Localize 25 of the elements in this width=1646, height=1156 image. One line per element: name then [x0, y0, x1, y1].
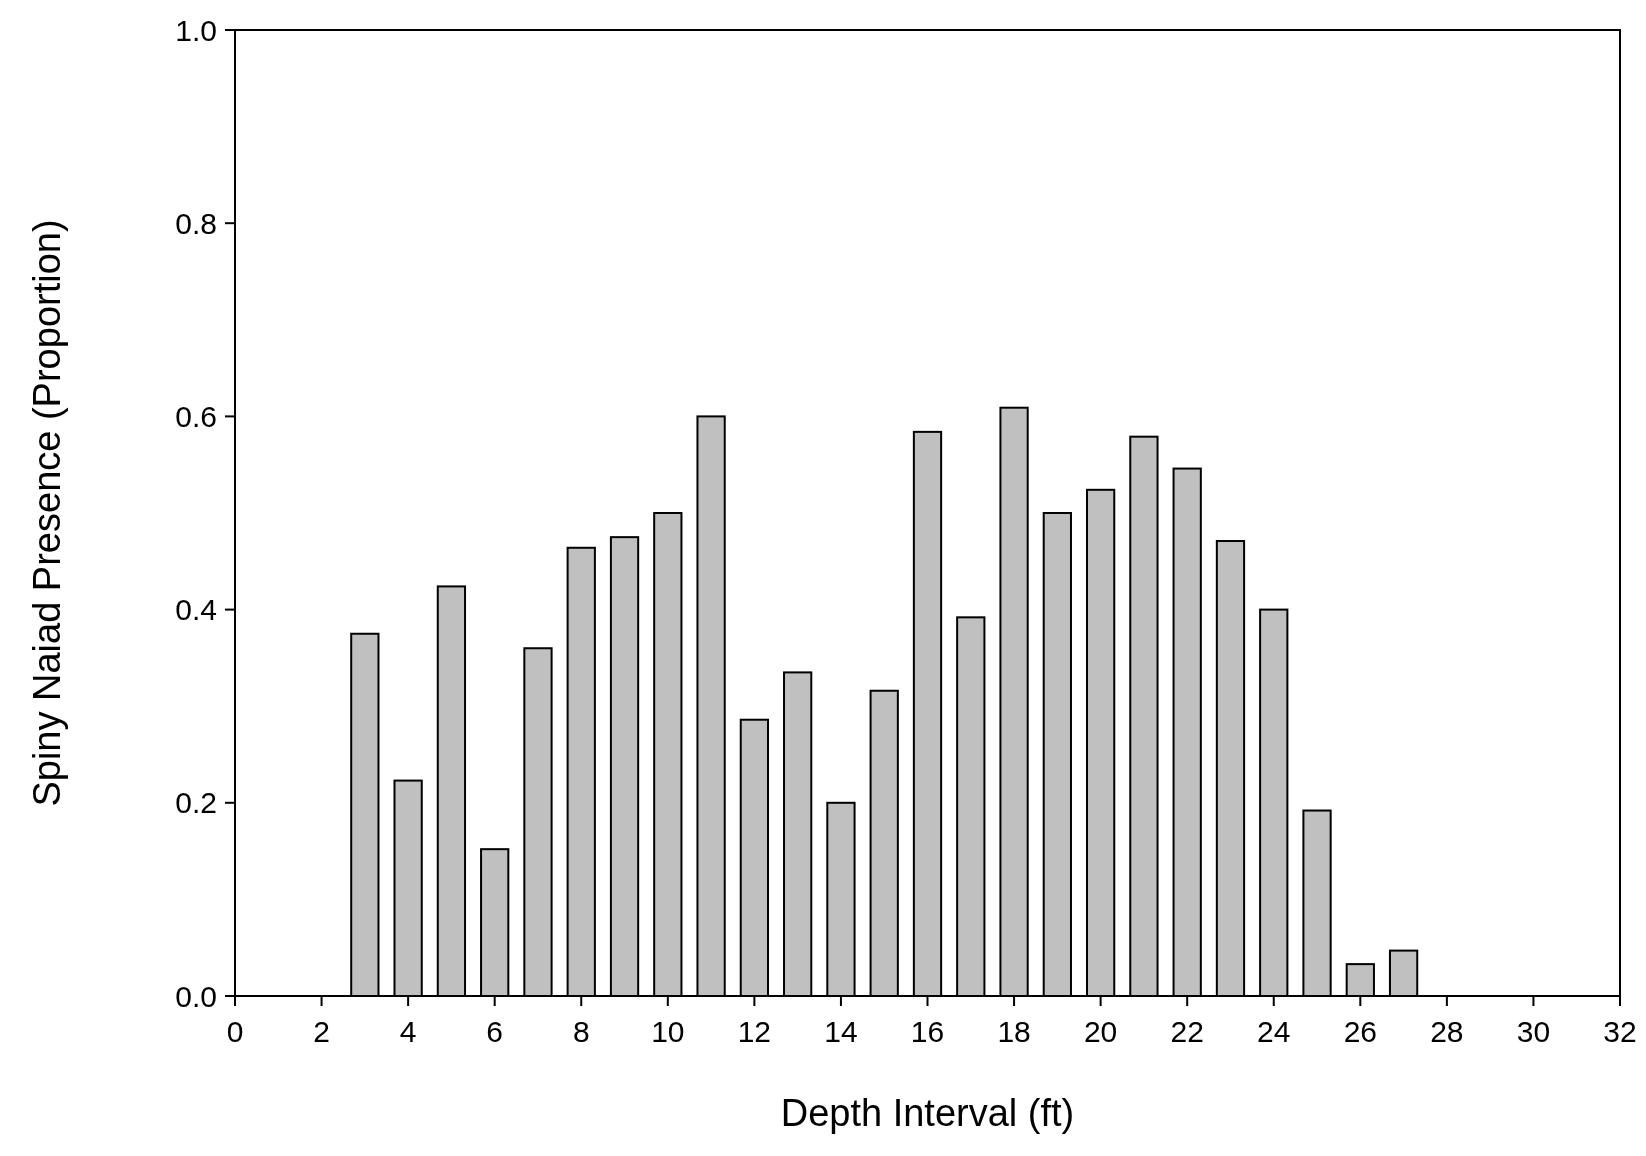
x-tick-label: 32 [1603, 1015, 1637, 1048]
x-tick-label: 2 [313, 1015, 330, 1048]
y-tick-label: 0.0 [175, 979, 217, 1013]
x-tick-label: 20 [1083, 1015, 1118, 1048]
y-axis-title: Spiny Naiad Presence (Proportion) [26, 219, 68, 807]
x-tick-label: 24 [1257, 1015, 1291, 1048]
x-tick-label: 26 [1343, 1015, 1377, 1048]
x-tick-label: 6 [486, 1015, 504, 1048]
x-tick-label: 8 [572, 1015, 590, 1048]
x-tick-label: 28 [1430, 1015, 1464, 1048]
x-tick-label: 22 [1170, 1015, 1204, 1048]
x-tick-label: 18 [997, 1015, 1031, 1048]
x-tick-label: 4 [399, 1015, 417, 1048]
x-tick-label: 14 [824, 1015, 858, 1048]
x-axis-title: Depth Interval (ft) [780, 1092, 1075, 1134]
x-tick-label: 10 [651, 1015, 685, 1048]
y-tick-label: 1.0 [175, 13, 217, 47]
x-tick-label: 0 [226, 1015, 244, 1048]
y-tick-label: 0.2 [175, 786, 217, 820]
y-tick-label: 0.6 [175, 399, 217, 433]
x-tick-label: 30 [1516, 1015, 1551, 1048]
y-tick-label: 0.8 [175, 206, 217, 240]
x-tick-label: 12 [737, 1015, 772, 1048]
x-tick-label: 16 [910, 1015, 945, 1048]
y-tick-label: 0.4 [175, 593, 217, 627]
